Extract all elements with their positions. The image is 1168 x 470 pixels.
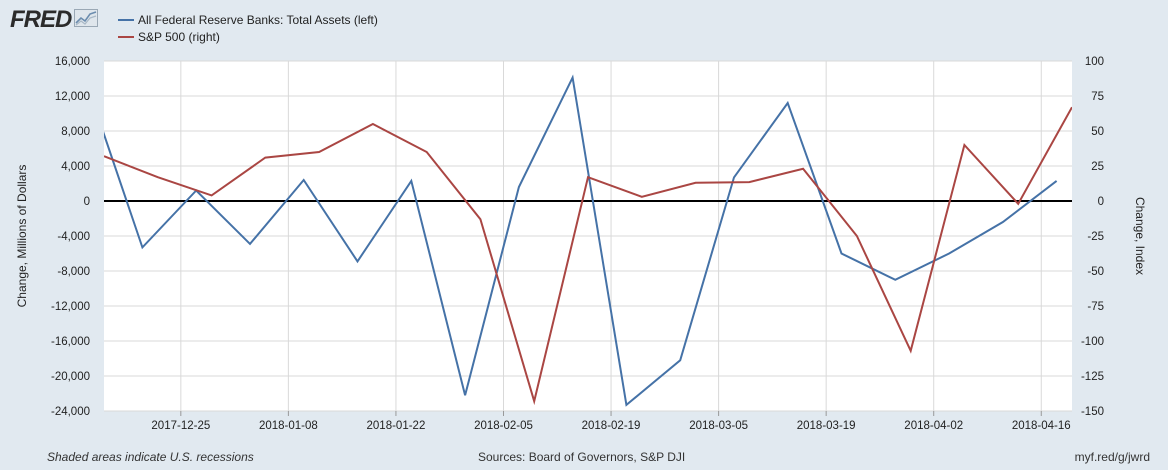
y-right-tick-label: 50 bbox=[1091, 126, 1104, 138]
legend-label-total-assets: All Federal Reserve Banks: Total Assets … bbox=[138, 12, 378, 27]
y-right-tick-label: 25 bbox=[1091, 161, 1104, 173]
y-right-tick-label: 100 bbox=[1085, 56, 1104, 68]
y-left-tick-label: 0 bbox=[84, 196, 90, 208]
y-left-tick-label: -16,000 bbox=[51, 336, 90, 348]
legend-item-sp500[interactable]: S&P 500 (right) bbox=[118, 28, 378, 45]
y-left-axis-title: Change, Millions of Dollars bbox=[15, 165, 29, 308]
legend-item-total-assets[interactable]: All Federal Reserve Banks: Total Assets … bbox=[118, 11, 378, 28]
x-tick-label: 2017-12-25 bbox=[151, 420, 210, 432]
series-line-total-assets bbox=[104, 74, 1058, 407]
fred-logo-text: FRED bbox=[10, 6, 72, 33]
y-right-tick-label: -50 bbox=[1087, 266, 1104, 278]
fred-logo[interactable]: FRED bbox=[10, 6, 99, 34]
y-right-tick-label: -100 bbox=[1081, 336, 1104, 348]
y-left-tick-label: -8,000 bbox=[57, 266, 90, 278]
y-left-tick-label: -20,000 bbox=[51, 371, 90, 383]
y-left-tick-label: -12,000 bbox=[51, 301, 90, 313]
chart-legend: All Federal Reserve Banks: Total Assets … bbox=[118, 11, 378, 45]
y-left-tick-label: 8,000 bbox=[61, 126, 90, 138]
y-left-tick-label: 12,000 bbox=[55, 91, 90, 103]
y-left-tick-label: -24,000 bbox=[51, 406, 90, 418]
legend-swatch-total-assets bbox=[118, 18, 134, 21]
chart-header: FRED All Federal Reserve Banks: Total As… bbox=[0, 0, 1168, 54]
recession-note: Shaded areas indicate U.S. recessions bbox=[47, 450, 254, 464]
y-right-tick-label: 75 bbox=[1091, 91, 1104, 103]
legend-swatch-sp500 bbox=[118, 35, 134, 38]
x-tick-label: 2018-01-22 bbox=[367, 420, 426, 432]
sources-text: Sources: Board of Governors, S&P DJI bbox=[478, 450, 686, 464]
short-link[interactable]: myf.red/g/jwrd bbox=[1074, 450, 1150, 464]
line-chart: 16,000 12,000 8,000 4,000 0 -4,000 -8,000 -12,0… bbox=[15, 56, 1147, 432]
x-tick-label: 2018-03-05 bbox=[689, 420, 748, 432]
series-line-sp500 bbox=[104, 106, 1072, 406]
y-left-tick-label: 16,000 bbox=[55, 56, 90, 68]
y-right-tick-label: 0 bbox=[1098, 196, 1104, 208]
y-right-tick-label: -125 bbox=[1081, 371, 1104, 383]
x-tick-label: 2018-02-05 bbox=[474, 420, 533, 432]
y-right-tick-label: -25 bbox=[1087, 231, 1104, 243]
chart-line-icon bbox=[74, 8, 99, 32]
x-tick-label: 2018-02-19 bbox=[582, 420, 641, 432]
y-right-tick-label: -150 bbox=[1081, 406, 1104, 418]
x-tick-label: 2018-03-19 bbox=[797, 420, 856, 432]
y-left-tick-label: -4,000 bbox=[57, 231, 90, 243]
x-tick-label: 2018-04-16 bbox=[1012, 420, 1071, 432]
x-tick-label: 2018-01-08 bbox=[259, 420, 318, 432]
legend-label-sp500: S&P 500 (right) bbox=[138, 29, 220, 44]
y-right-axis-title: Change, Index bbox=[1133, 197, 1147, 275]
x-tick-label: 2018-04-02 bbox=[904, 420, 963, 432]
y-left-tick-label: 4,000 bbox=[61, 161, 90, 173]
y-right-tick-label: -75 bbox=[1087, 301, 1104, 313]
